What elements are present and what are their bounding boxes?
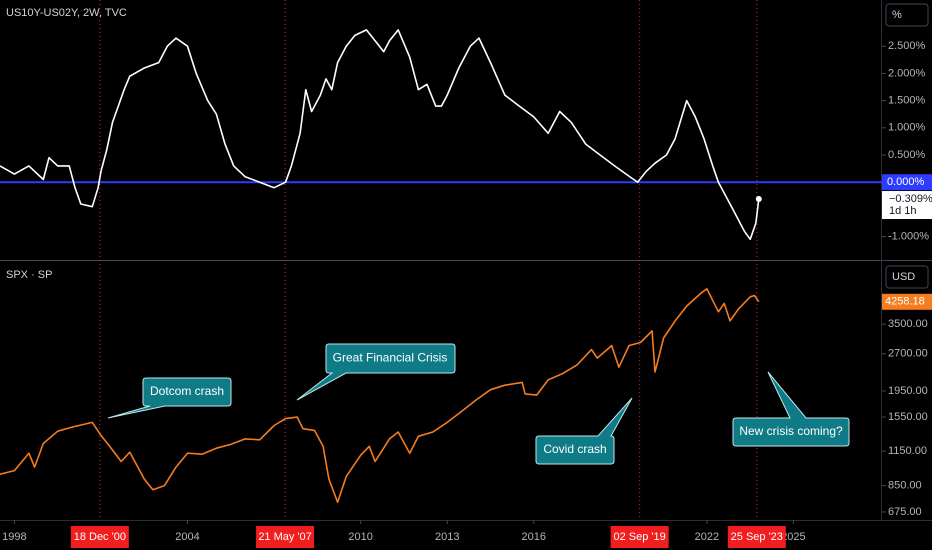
zero-tag bbox=[882, 174, 932, 191]
unit-label: % bbox=[892, 9, 902, 21]
last-tag bbox=[882, 191, 932, 220]
x-tick-label: 2025 bbox=[781, 531, 805, 543]
callout-text: Covid crash bbox=[543, 442, 606, 456]
x-tick-label: 2013 bbox=[435, 531, 459, 543]
event-label: 02 Sep '19 bbox=[614, 531, 666, 543]
y-tick-label: 1.500% bbox=[888, 95, 926, 107]
y-tick-label: 1.000% bbox=[888, 122, 926, 134]
event-label-box bbox=[256, 526, 315, 548]
event-label: 25 Sep '23 bbox=[731, 531, 783, 543]
last-point bbox=[755, 196, 762, 203]
y-tick-label: 3500.00 bbox=[888, 318, 928, 330]
unit-box[interactable] bbox=[885, 265, 929, 289]
last-tag bbox=[882, 293, 932, 310]
x-tick-label: 2010 bbox=[348, 531, 372, 543]
y-tick-label: -1.000% bbox=[888, 231, 929, 243]
series-line bbox=[0, 29, 760, 241]
event-label-box bbox=[610, 526, 669, 548]
callout-text: Dotcom crash bbox=[150, 384, 224, 398]
annotation: Dotcom crash bbox=[107, 377, 232, 419]
x-tick-label: 2004 bbox=[175, 531, 199, 543]
callout-text: Great Financial Crisis bbox=[333, 351, 448, 365]
y-tick-label: 850.00 bbox=[888, 480, 922, 492]
x-tick-label: 1998 bbox=[2, 531, 26, 543]
x-tick-label: 2016 bbox=[522, 531, 546, 543]
callout bbox=[107, 377, 232, 419]
callout-text: New crisis coming? bbox=[739, 424, 843, 438]
y-tick-label: 1950.00 bbox=[888, 385, 928, 397]
annotation: Covid crash bbox=[535, 397, 633, 465]
y-tick-label: 1150.00 bbox=[888, 445, 927, 457]
event-label: 21 May '07 bbox=[258, 531, 311, 543]
y-tick-label: 2.500% bbox=[888, 40, 926, 52]
pane-title: SPX · SP bbox=[6, 269, 52, 281]
y-tick-label: 1550.00 bbox=[888, 411, 928, 423]
y-tick-label: 0.500% bbox=[888, 149, 926, 161]
event-label-box bbox=[70, 526, 129, 548]
event-label-box bbox=[727, 526, 786, 548]
y-tick-label: 675.00 bbox=[888, 506, 922, 518]
zero-tag-label: 0.000% bbox=[887, 176, 925, 188]
series-line bbox=[0, 288, 760, 503]
event-label: 18 Dec '00 bbox=[74, 531, 126, 543]
callout bbox=[296, 343, 456, 401]
plot-layer bbox=[0, 0, 882, 520]
last-tag-label: 4258.18 bbox=[885, 296, 925, 308]
y-tick-label: 2700.00 bbox=[888, 348, 928, 360]
pane-title: US10Y-US02Y, 2W, TVC bbox=[6, 7, 127, 19]
last-tag-label: −0.309% bbox=[889, 193, 932, 205]
countdown-label: 1d 1h bbox=[889, 205, 917, 217]
unit-box[interactable] bbox=[885, 3, 929, 27]
callout bbox=[535, 397, 633, 465]
callout bbox=[732, 371, 850, 447]
x-tick-label: 2022 bbox=[695, 531, 719, 543]
unit-label: USD bbox=[892, 271, 915, 283]
annotation: New crisis coming? bbox=[732, 371, 850, 447]
y-tick-label: 2.000% bbox=[888, 67, 926, 79]
annotation: Great Financial Crisis bbox=[296, 343, 456, 401]
